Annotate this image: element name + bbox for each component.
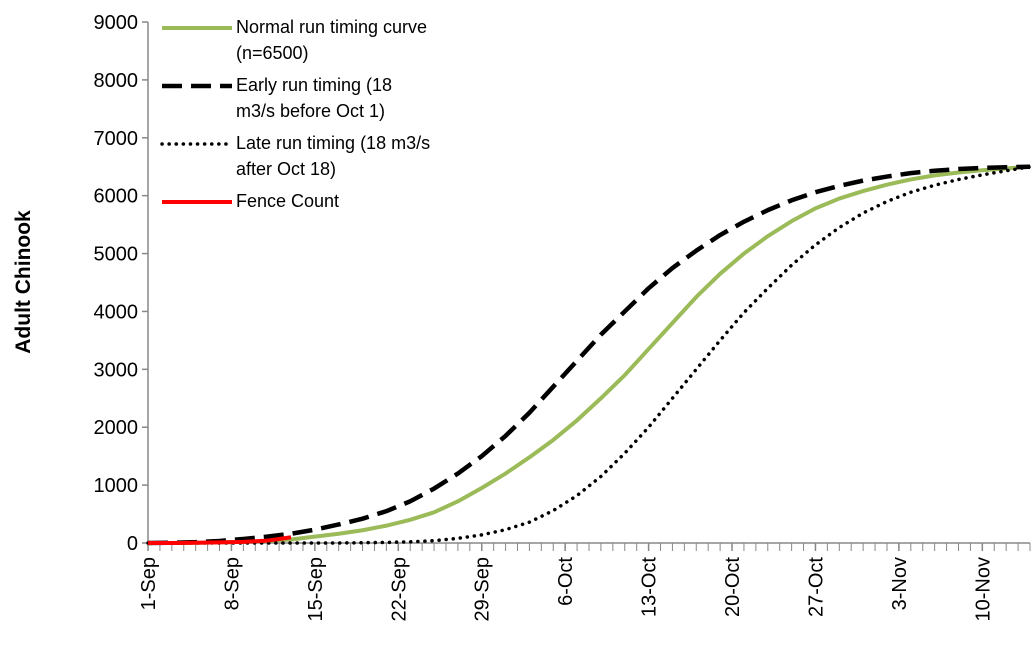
series-line xyxy=(146,164,1032,545)
legend-label: Normal run timing curve (n=6500) xyxy=(236,17,428,63)
series-line xyxy=(147,164,1031,546)
y-tick-label: 4000 xyxy=(94,301,139,323)
y-tick-label: 3000 xyxy=(94,359,139,381)
legend-item: Early run timing (18 m3/s before Oct 1) xyxy=(160,72,450,124)
x-tick-label: 20-Oct xyxy=(722,557,744,617)
y-tick-label: 5000 xyxy=(94,244,139,266)
x-tick-label: 22-Sep xyxy=(388,557,410,622)
x-tick-label: 10-Nov xyxy=(972,557,994,621)
legend-swatch xyxy=(162,26,232,30)
legend-item: Fence Count xyxy=(160,188,450,214)
x-tick-label: 13-Oct xyxy=(639,557,661,617)
y-tick-label: 1000 xyxy=(94,475,139,497)
y-tick-label: 0 xyxy=(127,533,138,555)
legend-label: Late run timing (18 m3/s after Oct 18) xyxy=(236,133,431,179)
y-tick-label: 6000 xyxy=(94,186,139,208)
legend-label: Fence Count xyxy=(236,191,340,211)
y-tick-label: 7000 xyxy=(94,128,139,150)
legend-swatch xyxy=(160,142,234,146)
legend-label: Early run timing (18 m3/s before Oct 1) xyxy=(236,75,393,121)
x-tick-label: 29-Sep xyxy=(472,557,494,622)
y-tick-label: 9000 xyxy=(94,12,139,34)
y-tick-label: 2000 xyxy=(94,417,139,439)
series-line xyxy=(148,164,1031,545)
x-tick-label: 1-Sep xyxy=(138,557,160,610)
y-axis-title: Adult Chinook xyxy=(12,210,35,354)
y-tick-label: 8000 xyxy=(94,70,139,92)
x-tick-label: 6-Oct xyxy=(555,557,577,606)
legend-item: Late run timing (18 m3/s after Oct 18) xyxy=(160,130,450,182)
x-tick-label: 27-Oct xyxy=(805,557,827,617)
legend-swatch xyxy=(162,200,232,204)
legend-swatch xyxy=(162,83,232,89)
x-tick-label: 3-Nov xyxy=(889,557,911,610)
legend: Normal run timing curve (n=6500) Early ru… xyxy=(160,14,450,220)
x-tick-label: 8-Sep xyxy=(221,557,243,610)
x-tick-label: 15-Sep xyxy=(305,557,327,622)
legend-item: Normal run timing curve (n=6500) xyxy=(160,14,450,66)
series-line xyxy=(148,535,292,545)
